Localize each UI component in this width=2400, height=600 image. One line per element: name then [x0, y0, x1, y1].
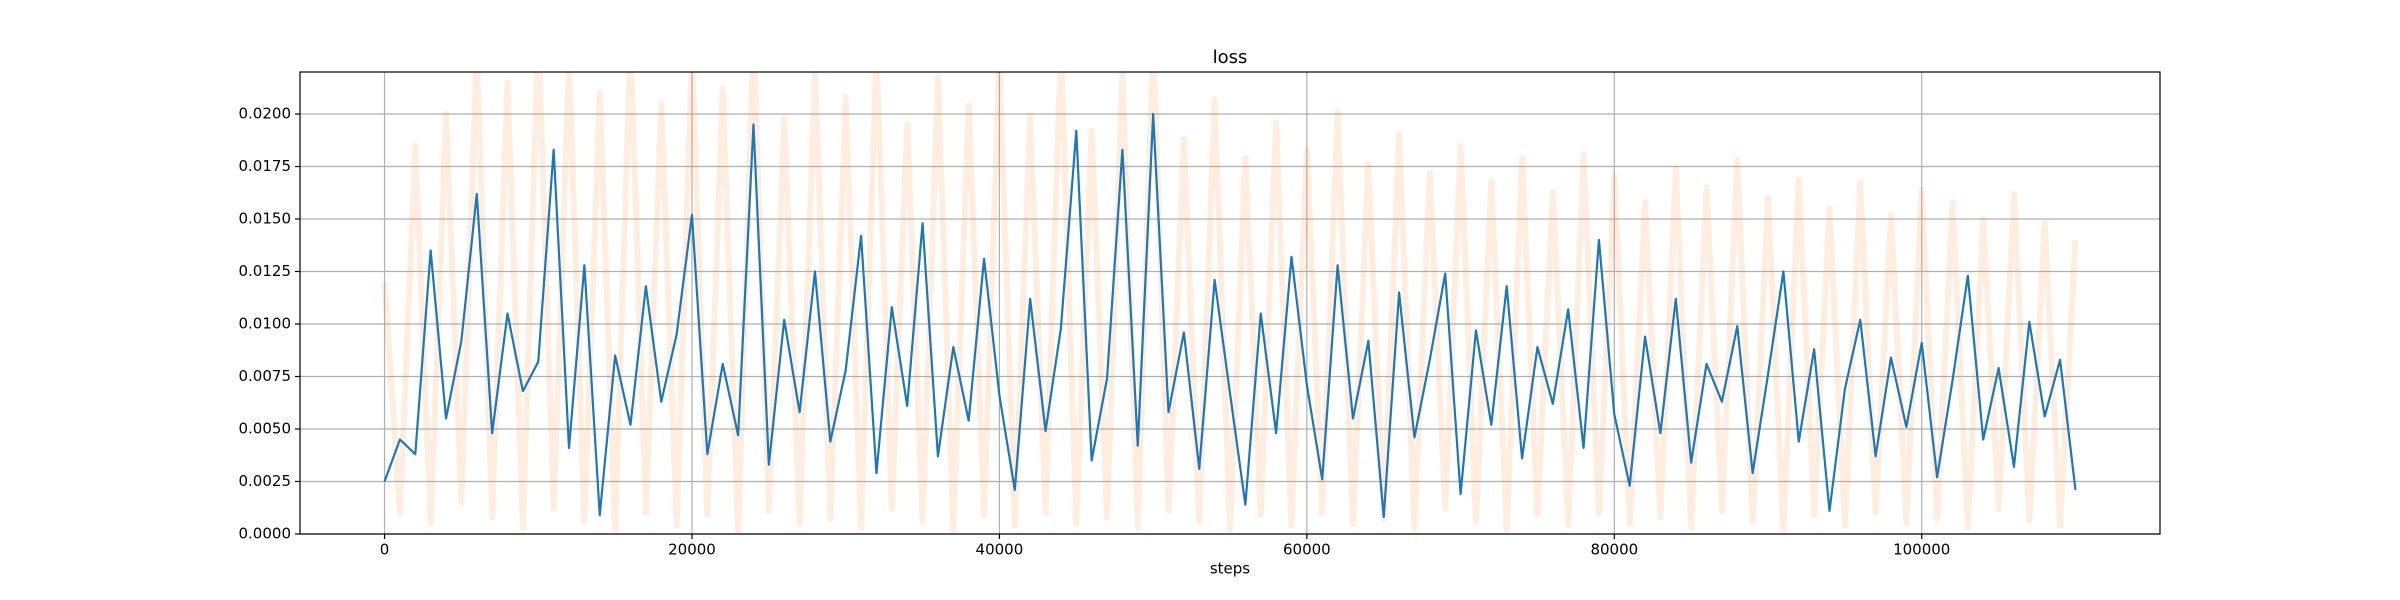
y-tick-label: 0.0000	[239, 525, 292, 543]
x-tick-label: 20000	[668, 541, 716, 559]
y-tick-label: 0.0075	[239, 367, 292, 385]
plot-frame	[299, 71, 2161, 535]
grid	[300, 72, 2160, 535]
series-line	[383, 112, 2077, 519]
y-tick-label: 0.0175	[239, 157, 292, 175]
y-tick-label: 0.0150	[239, 210, 292, 228]
chart-title: loss	[1213, 47, 1248, 68]
y-tick-label: 0.0100	[239, 315, 292, 333]
y-tick-label: 0.0050	[239, 420, 292, 438]
x-tick-label: 100000	[1893, 541, 1950, 559]
y-tick-label: 0.0125	[239, 262, 292, 280]
x-tick-label: 60000	[1283, 541, 1331, 559]
series-line	[381, 72, 2079, 534]
x-tick-label: 40000	[976, 541, 1024, 559]
x-tick-label: 80000	[1590, 541, 1638, 559]
y-tick-label: 0.0200	[239, 105, 292, 123]
plot-lines	[381, 72, 2079, 534]
y-tick-label: 0.0025	[239, 472, 292, 490]
x-axis-label: steps	[1210, 560, 1250, 578]
x-tick-label: 0	[380, 541, 390, 559]
